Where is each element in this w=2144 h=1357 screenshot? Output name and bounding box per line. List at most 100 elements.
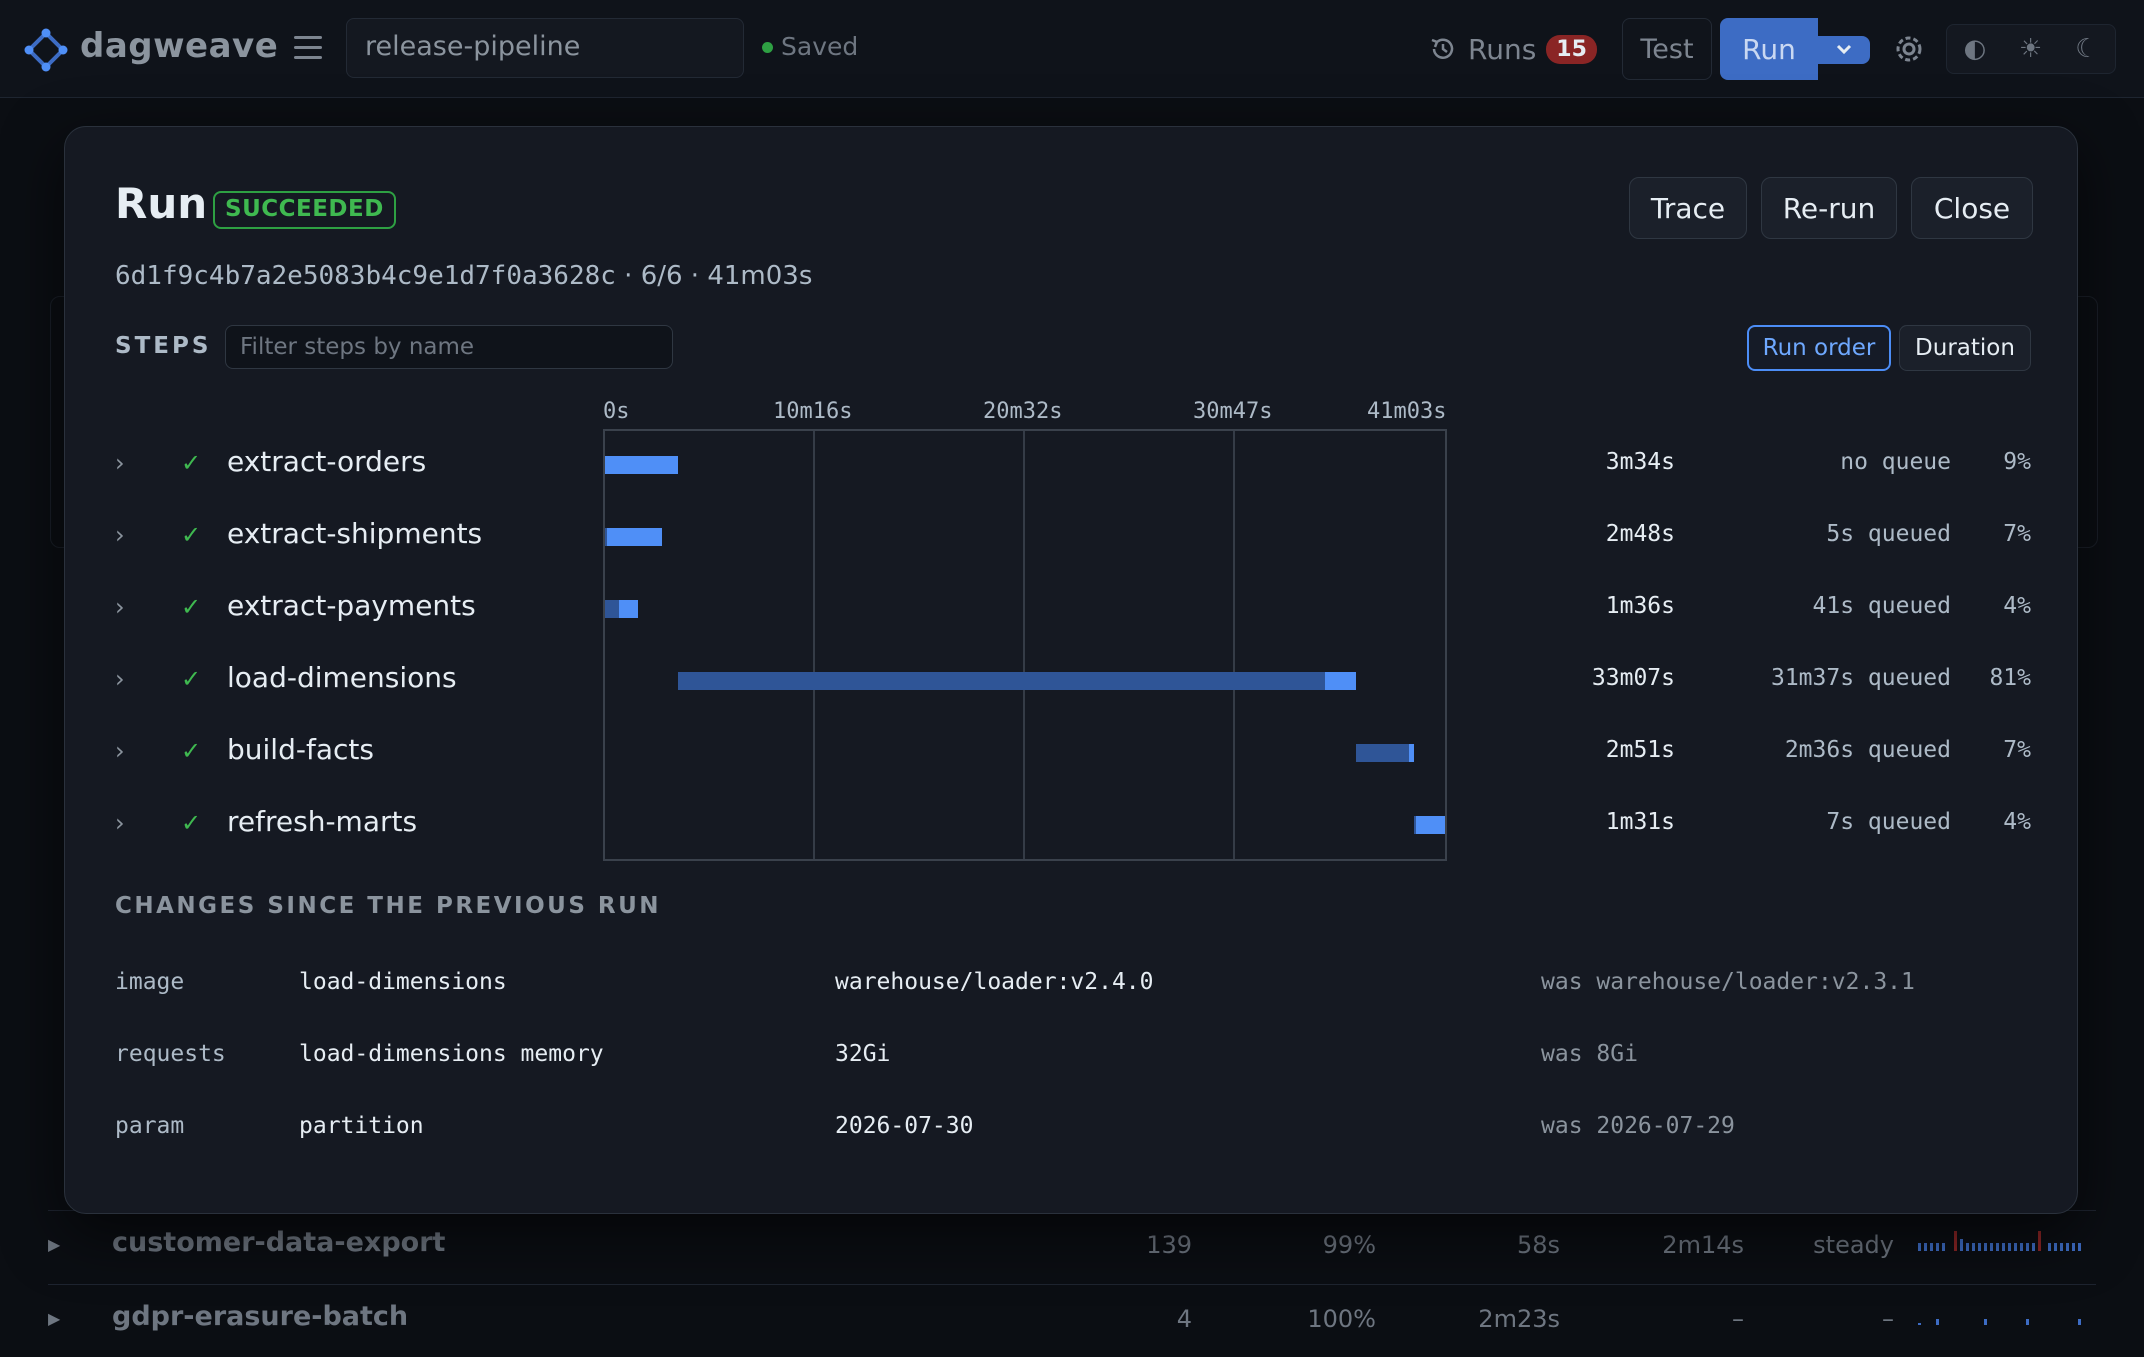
step-name[interactable]: load-dimensions: [227, 661, 457, 694]
step-run-bar[interactable]: [605, 456, 678, 474]
p50-cell: 2m23s: [1478, 1305, 1560, 1333]
filter-steps-input[interactable]: [225, 325, 673, 369]
p95-cell: 2m14s: [1662, 1231, 1744, 1259]
step-queue-time: 5s queued: [1826, 521, 1951, 547]
runs-button[interactable]: Runs 15: [1428, 28, 1597, 70]
timeline-tick: 41m03s: [1367, 399, 1447, 424]
step-row[interactable]: › ✓ extract-orders 3m34s no queue 9%: [65, 429, 2079, 501]
step-run-bar[interactable]: [1416, 816, 1445, 834]
step-percent: 81%: [1989, 665, 2031, 691]
modal-title: Run: [115, 179, 208, 228]
step-queue-time: 41s queued: [1812, 593, 1951, 619]
expand-caret-icon[interactable]: ▶: [48, 1235, 61, 1254]
timeline-tick: 30m47s: [1193, 399, 1273, 424]
step-run-bar[interactable]: [606, 528, 663, 546]
change-new-value: warehouse/loader:v2.4.0: [835, 969, 1154, 995]
step-row[interactable]: › ✓ load-dimensions 33m07s 31m37s queued 81%: [65, 645, 2079, 717]
step-queue-bar: [605, 528, 607, 546]
step-run-bar[interactable]: [1408, 744, 1414, 762]
history-icon: [1431, 38, 1454, 59]
timeline-tick: 10m16s: [773, 399, 853, 424]
rerun-button[interactable]: Re-run: [1761, 177, 1897, 239]
sort-duration-button[interactable]: Duration: [1899, 325, 2031, 371]
step-run-bar[interactable]: [618, 600, 638, 618]
step-duration: 1m31s: [1605, 809, 1675, 835]
theme-auto-icon[interactable]: ◐: [1963, 34, 1987, 64]
expand-chevron-icon[interactable]: ›: [115, 521, 125, 549]
success-check-icon: ✓: [181, 737, 202, 765]
menu-icon[interactable]: [294, 36, 322, 62]
change-old-value: was 8Gi: [1541, 1041, 1638, 1067]
table-row[interactable]: ▶ customer-data-export 139 99% 58s 2m14s…: [48, 1210, 2096, 1283]
change-row: param partition 2026-07-30 was 2026-07-29: [65, 1099, 2079, 1159]
expand-chevron-icon[interactable]: ›: [115, 809, 125, 837]
step-queue-bar: [1355, 744, 1409, 762]
change-target: load-dimensions memory: [299, 1041, 604, 1067]
pipeline-name-field[interactable]: release-pipeline: [346, 18, 744, 78]
expand-chevron-icon[interactable]: ›: [115, 737, 125, 765]
gear-icon[interactable]: [1890, 30, 1928, 68]
step-name[interactable]: build-facts: [227, 733, 374, 766]
step-name[interactable]: extract-orders: [227, 445, 427, 478]
step-percent: 4%: [2003, 593, 2031, 619]
run-hash: 6d1f9c4b7a2e5083b4c9e1d7f0a3628c: [115, 261, 616, 291]
step-queue-bar: [1413, 816, 1417, 834]
step-duration: 2m48s: [1605, 521, 1675, 547]
step-row[interactable]: › ✓ extract-shipments 2m48s 5s queued 7%: [65, 501, 2079, 573]
step-row[interactable]: › ✓ extract-payments 1m36s 41s queued 4%: [65, 573, 2079, 645]
success-check-icon: ✓: [181, 593, 202, 621]
timeline-tick: 20m32s: [983, 399, 1063, 424]
expand-caret-icon[interactable]: ▶: [48, 1309, 61, 1328]
timeline-gridline: [1233, 431, 1235, 859]
runs-label: Runs: [1468, 32, 1537, 66]
trace-button[interactable]: Trace: [1629, 177, 1747, 239]
success-check-icon: ✓: [181, 665, 202, 693]
change-new-value: 2026-07-30: [835, 1113, 974, 1139]
success-check-icon: ✓: [181, 449, 202, 477]
app-name: dagweave: [80, 26, 279, 66]
pipeline-name[interactable]: customer-data-export: [112, 1227, 446, 1258]
change-kind: requests: [115, 1041, 226, 1067]
theme-light-icon[interactable]: ☀: [2019, 34, 2043, 64]
runs-cell: 4: [1176, 1305, 1192, 1333]
step-queue-time: 2m36s queued: [1784, 737, 1951, 763]
success-check-icon: ✓: [181, 521, 202, 549]
timeline-tick: 0s: [603, 399, 630, 424]
trend-cell: –: [1882, 1305, 1894, 1333]
run-details-modal: Run SUCCEEDED Trace Re-run Close 6d1f9c4…: [64, 126, 2078, 1214]
step-percent: 9%: [2003, 449, 2031, 475]
change-new-value: 32Gi: [835, 1041, 891, 1067]
success-cell: 100%: [1307, 1305, 1376, 1333]
theme-toggle[interactable]: ◐ ☀ ☾: [1946, 24, 2116, 74]
step-name[interactable]: extract-shipments: [227, 517, 483, 550]
theme-dark-icon[interactable]: ☾: [2075, 34, 2099, 64]
timeline-gridline: [1023, 431, 1025, 859]
pipeline-name[interactable]: gdpr-erasure-batch: [112, 1301, 409, 1332]
close-button[interactable]: Close: [1911, 177, 2033, 239]
run-button[interactable]: Run: [1720, 18, 1818, 80]
chevron-down-icon: [1836, 44, 1852, 55]
trend-cell: steady: [1813, 1231, 1894, 1259]
test-button[interactable]: Test: [1622, 18, 1712, 80]
expand-chevron-icon[interactable]: ›: [115, 593, 125, 621]
step-name[interactable]: extract-payments: [227, 589, 476, 622]
p50-cell: 58s: [1516, 1231, 1560, 1259]
expand-chevron-icon[interactable]: ›: [115, 449, 125, 477]
saved-status: Saved: [781, 32, 859, 61]
step-name[interactable]: refresh-marts: [227, 805, 418, 838]
run-summary: · 6/6 · 41m03s: [615, 261, 813, 291]
runs-count-badge: 15: [1546, 34, 1597, 64]
step-run-bar[interactable]: [1324, 672, 1356, 690]
step-row[interactable]: › ✓ build-facts 2m51s 2m36s queued 7%: [65, 717, 2079, 789]
step-row[interactable]: › ✓ refresh-marts 1m31s 7s queued 4%: [65, 789, 2079, 861]
sort-run-order-button[interactable]: Run order: [1747, 325, 1891, 371]
step-queue-time: 7s queued: [1826, 809, 1951, 835]
background-page: ▶ customer-data-export 139 99% 58s 2m14s…: [0, 98, 2144, 1340]
success-cell: 99%: [1322, 1231, 1376, 1259]
top-bar: dagweave release-pipeline Saved Runs 15 …: [0, 0, 2144, 98]
step-queue-time: no queue: [1840, 449, 1951, 475]
run-options-button[interactable]: [1818, 36, 1870, 64]
expand-chevron-icon[interactable]: ›: [115, 665, 125, 693]
table-row[interactable]: ▶ gdpr-erasure-batch 4 100% 2m23s – –: [48, 1284, 2096, 1357]
step-duration: 1m36s: [1605, 593, 1675, 619]
